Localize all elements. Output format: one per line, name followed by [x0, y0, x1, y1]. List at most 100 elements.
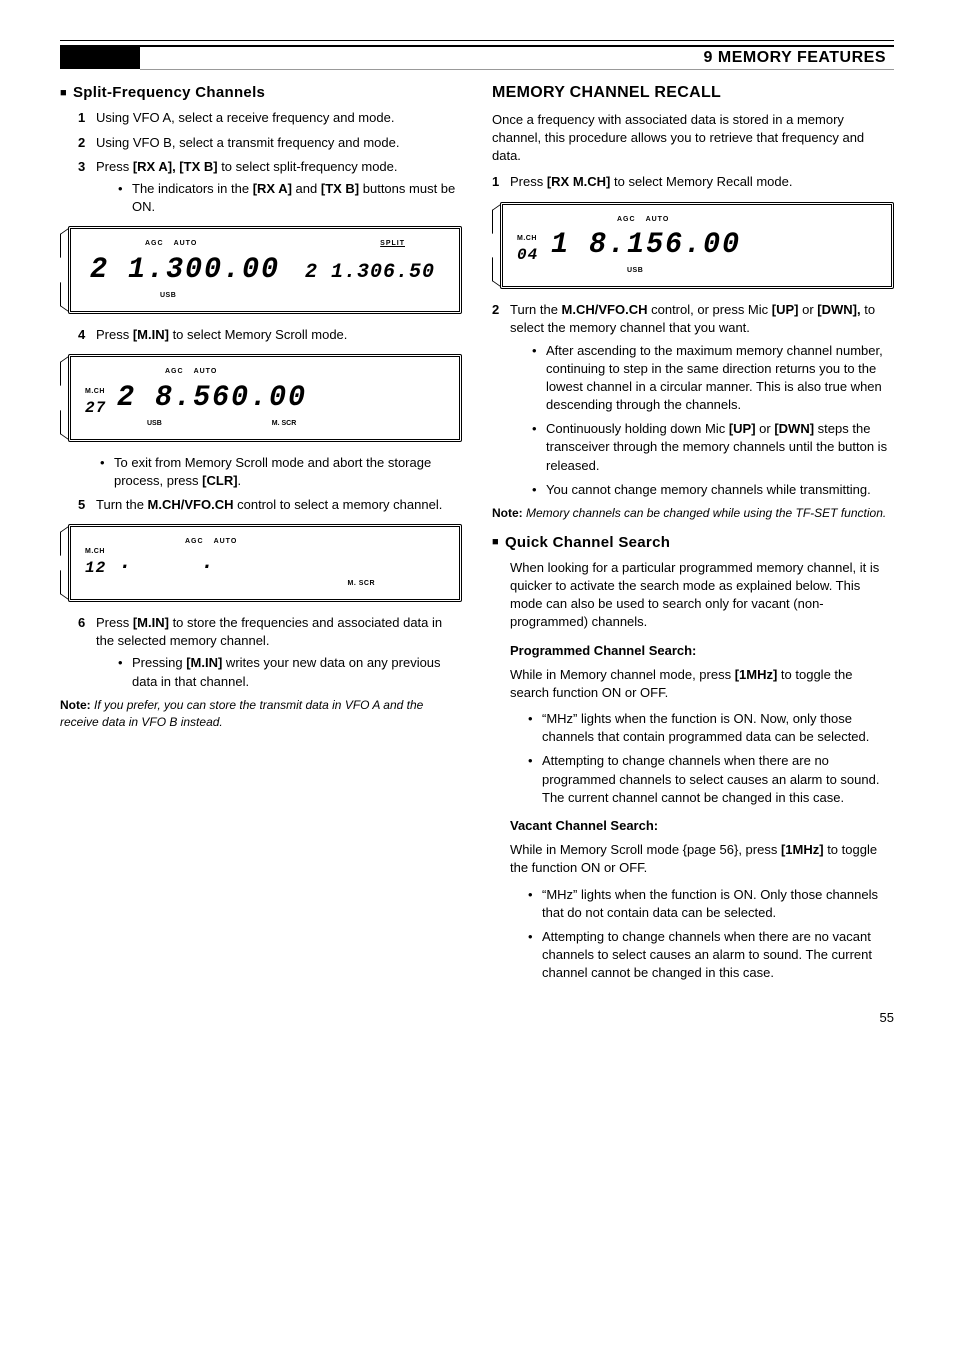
t: and [292, 181, 321, 196]
right-steps-2: 2 Turn the M.CH/VFO.CH control, or press… [492, 301, 894, 499]
mch-label: M.CH [85, 387, 106, 397]
key-label: [DWN] [774, 421, 814, 436]
header-black-block [60, 45, 140, 69]
lcd-sub-freq: 2 1.306.50 [305, 259, 435, 287]
step-6: 6 Press [M.IN] to store the frequencies … [78, 614, 462, 691]
t: Continuously holding down Mic [546, 421, 729, 436]
content-columns: ■ Split-Frequency Channels 1Using VFO A, … [60, 78, 894, 988]
step-6-bullets: Pressing [M.IN] writes your new data on … [96, 654, 462, 690]
step-2: 2 Using VFO B, select a transmit frequenc… [78, 134, 462, 152]
step-text: Press [M.IN] to store the frequencies an… [96, 615, 442, 648]
key-label: [CLR] [202, 473, 237, 488]
lcd-indicators: AGC AUTO [185, 537, 445, 547]
lcd-screen: AGC AUTO SPLIT 2 1.300.00 2 1.306.50 USB [68, 226, 462, 314]
quick-search-heading-text: Quick Channel Search [505, 534, 670, 551]
t: Press [510, 174, 547, 189]
t: or [798, 302, 817, 317]
key-label: [M.IN] [133, 615, 169, 630]
left-steps-cont3: 6 Press [M.IN] to store the frequencies … [60, 614, 462, 691]
t: control to select a memory channel. [234, 497, 443, 512]
t: Press [96, 615, 133, 630]
step-1: 1Using VFO A, select a receive frequency… [78, 109, 462, 127]
split-freq-heading: ■ Split-Frequency Channels [60, 82, 462, 103]
step-num: 5 [78, 496, 85, 514]
agc-indicator: AGC [165, 367, 184, 377]
step-text: Press [RX M.CH] to select Memory Recall … [510, 174, 792, 189]
t: or [756, 421, 775, 436]
key-label: [DWN], [817, 302, 860, 317]
t: Turn the [96, 497, 148, 512]
step-2-bullets: After ascending to the maximum memory ch… [510, 342, 894, 500]
usb-label: USB [147, 419, 162, 429]
exit-bullets: To exit from Memory Scroll mode and abor… [60, 454, 462, 490]
lcd-bottom-labels: USB M. SCR [147, 419, 445, 429]
note-label: Note: [60, 698, 91, 712]
bullet: To exit from Memory Scroll mode and abor… [100, 454, 462, 490]
step-text: Turn the M.CH/VFO.CH control, or press M… [510, 302, 875, 335]
right-note: Note: Memory channels can be changed whi… [492, 505, 894, 522]
step-3-bullets: The indicators in the [RX A] and [TX B] … [96, 180, 462, 216]
lcd-display-3: AGC AUTO M.CH 12 . . M. SCR [60, 524, 462, 602]
note-text: If you prefer, you can store the transmi… [60, 698, 423, 729]
step-text: Turn the M.CH/VFO.CH control to select a… [96, 497, 442, 512]
step-text: Using VFO B, select a transmit frequency… [96, 135, 399, 150]
square-bullet-icon: ■ [60, 86, 67, 101]
lcd-main-freq: 2 1.300.00 [90, 249, 280, 291]
t: While in Memory Scroll mode {page 56}, p… [510, 842, 781, 857]
memory-recall-heading: MEMORY CHANNEL RECALL [492, 82, 894, 104]
page-number: 55 [60, 1009, 894, 1027]
right-column: MEMORY CHANNEL RECALL Once a frequency w… [492, 78, 894, 988]
mch-label: M.CH [85, 547, 106, 557]
left-steps-cont2: 5 Turn the M.CH/VFO.CH control to select… [60, 496, 462, 514]
bullet: Continuously holding down Mic [UP] or [D… [532, 420, 894, 475]
step-text: Press [RX A], [TX B] to select split-fre… [96, 159, 398, 174]
t: While in Memory channel mode, press [510, 667, 735, 682]
key-label: [RX A] [253, 181, 292, 196]
lcd-dots: . . [119, 548, 242, 579]
agc-indicator: AGC [617, 215, 636, 225]
step-num: 2 [78, 134, 85, 152]
key-label: [RX A], [TX B] [133, 159, 218, 174]
auto-indicator: AUTO [646, 215, 670, 225]
lcd-screen: AGC AUTO M.CH 04 1 8.156.00 USB [500, 202, 894, 290]
key-label: M.CH/VFO.CH [562, 302, 648, 317]
usb-label: USB [627, 266, 877, 276]
key-label: [M.IN] [186, 655, 222, 670]
auto-indicator: AUTO [194, 367, 218, 377]
usb-label: USB [160, 291, 445, 301]
qcs-intro: When looking for a particular programmed… [492, 559, 894, 632]
t: to select Memory Recall mode. [610, 174, 792, 189]
vcs-heading: Vacant Channel Search: [492, 817, 894, 835]
left-steps-cont: 4 Press [M.IN] to select Memory Scroll m… [60, 326, 462, 344]
step-num: 1 [492, 173, 499, 191]
mch-label: M.CH [517, 234, 538, 244]
chapter-title: 9 MEMORY FEATURES [140, 45, 894, 70]
key-label: [UP] [729, 421, 756, 436]
pcs-heading: Programmed Channel Search: [492, 642, 894, 660]
mscr-label: M. SCR [272, 419, 297, 429]
lcd-indicators-left: AGC AUTO [145, 239, 197, 249]
mch-block: M.CH 04 [517, 234, 538, 266]
auto-indicator: AUTO [174, 239, 198, 249]
t: control, or press Mic [648, 302, 772, 317]
lcd-main-freq: 2 8.560.00 [117, 377, 307, 419]
split-freq-heading-text: Split-Frequency Channels [73, 84, 265, 101]
lcd-indicators-right: SPLIT [380, 239, 405, 249]
mch-number: 04 [517, 244, 538, 266]
mch-number: 12 [85, 557, 106, 579]
step-num: 4 [78, 326, 85, 344]
pcs-para: While in Memory channel mode, press [1MH… [492, 666, 894, 702]
mch-block: M.CH 12 [85, 547, 106, 579]
quick-search-heading: ■Quick Channel Search [492, 532, 894, 553]
note-label: Note: [492, 506, 523, 520]
right-steps: 1 Press [RX M.CH] to select Memory Recal… [492, 173, 894, 191]
bullet: Attempting to change channels when there… [528, 928, 894, 983]
lcd-screen: AGC AUTO M.CH 27 2 8.560.00 USB M. SCR [68, 354, 462, 442]
step-3: 3 Press [RX A], [TX B] to select split-f… [78, 158, 462, 217]
key-label: [M.IN] [133, 327, 169, 342]
step-num: 1 [78, 109, 85, 127]
key-label: [1MHz] [735, 667, 778, 682]
step-1: 1 Press [RX M.CH] to select Memory Recal… [492, 173, 894, 191]
lcd-screen: AGC AUTO M.CH 12 . . M. SCR [68, 524, 462, 602]
step-4: 4 Press [M.IN] to select Memory Scroll m… [78, 326, 462, 344]
